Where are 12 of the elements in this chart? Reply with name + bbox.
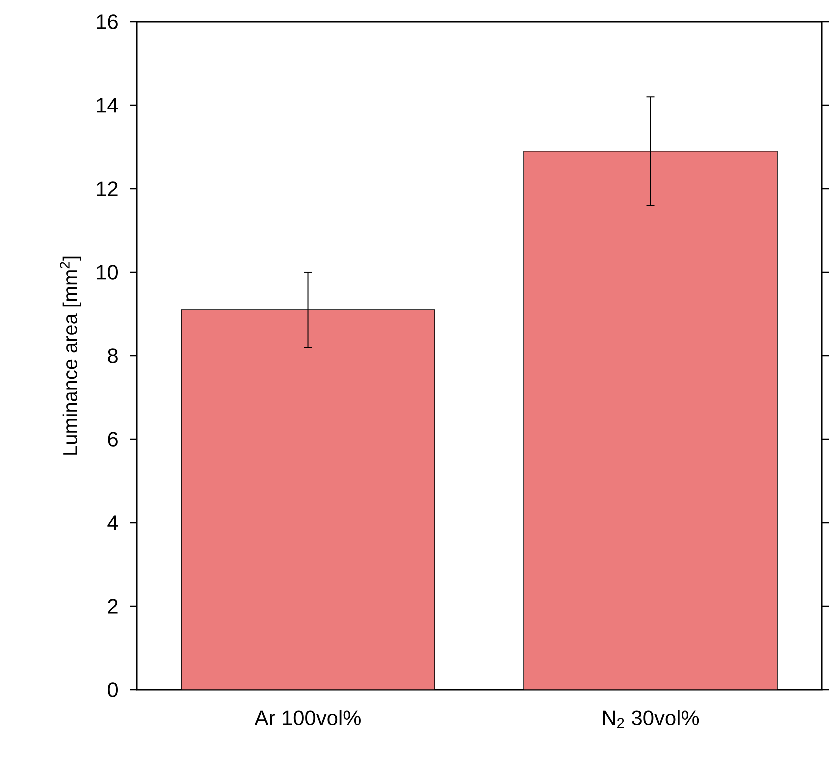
y-tick-label: 4 xyxy=(108,516,118,530)
y-tick-label: 16 xyxy=(97,14,118,30)
y-axis-title: Luminance area [mm$^{2}$] xyxy=(60,256,82,455)
y-tick-label: 0 xyxy=(108,682,118,698)
y-tick-label: 6 xyxy=(108,432,118,447)
y-tick-label: 2 xyxy=(108,599,118,614)
y-tick-label: 10 xyxy=(97,265,118,280)
y-tick-label: 14 xyxy=(97,98,118,113)
y-tick-label: 12 xyxy=(97,182,118,196)
y-tick-label: 8 xyxy=(108,348,118,364)
x-tick-label: N$_{2}$ 30vol% xyxy=(603,710,700,728)
x-tick-label: Ar 100vol% xyxy=(254,710,361,726)
